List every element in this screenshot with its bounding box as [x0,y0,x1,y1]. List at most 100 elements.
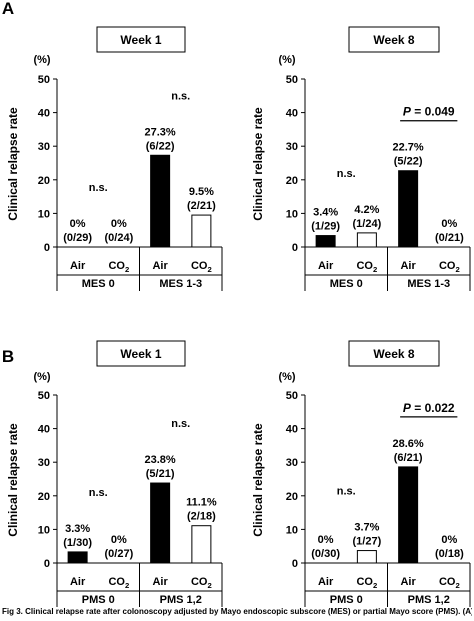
group-label: PMS 0 [82,594,115,606]
significance-label: n.s. [89,182,108,194]
data-label-percent: 9.5% [189,186,214,198]
significance-label: n.s. [171,418,190,430]
panel-letter: B [2,347,14,366]
bar-air [315,235,336,248]
y-tick-label: 30 [286,141,298,153]
data-label-count: (2/18) [187,511,216,523]
bar-co2 [356,550,377,564]
y-axis-label: Clinical relapse rate [251,423,265,537]
category-label: CO2 [356,576,377,590]
category-label: Air [152,576,168,588]
panel-title-box [96,26,186,53]
y-tick-label: 20 [38,175,50,187]
group-label: MES 0 [330,278,363,290]
significance-label: n.s. [89,487,108,499]
y-tick-label: 40 [286,424,298,436]
category-label: CO2 [108,260,129,274]
category-label: Air [152,260,168,272]
data-label-percent: 3.3% [65,523,90,535]
data-label-count: (5/21) [146,468,175,480]
data-label-count: (1/24) [353,218,382,230]
category-label: Air [400,576,416,588]
y-tick-label: 0 [292,558,298,570]
figure-caption: Fig 3. Clinical relapse rate after colon… [2,607,472,616]
y-tick-label: 40 [38,424,50,436]
group-label: MES 1-3 [407,278,450,290]
data-label-percent: 23.8% [145,454,176,466]
category-label: CO2 [439,576,460,590]
data-label-percent: 0% [318,534,334,546]
data-label-count: (1/29) [311,221,340,233]
y-tick-label: 0 [44,242,50,254]
category-label: CO2 [108,576,129,590]
group-label: PMS 1,2 [408,594,450,606]
y-tick-label: 50 [38,74,50,86]
group-label: MES 0 [82,278,115,290]
group-label: PMS 0 [330,594,363,606]
y-tick-label: 20 [286,175,298,187]
y-axis-label: Clinical relapse rate [251,107,265,221]
y-unit: (%) [278,54,295,66]
data-label-percent: 0% [111,218,127,230]
group-label: MES 1-3 [159,278,202,290]
data-label-count: (0/24) [105,232,134,244]
data-label-count: (1/30) [63,537,92,549]
y-unit: (%) [33,371,50,383]
category-label: CO2 [356,260,377,274]
data-label-count: (6/22) [146,140,175,152]
y-tick-label: 40 [38,108,50,120]
panel-title: Week 8 [373,347,414,361]
category-label: CO2 [439,260,460,274]
data-label-percent: 0% [441,534,457,546]
data-label-count: (5/22) [394,156,423,168]
panel-title-box [348,26,440,53]
category-label: Air [318,260,334,272]
y-tick-label: 10 [38,208,50,220]
panel-title: Week 1 [120,33,161,47]
y-tick-label: 30 [38,457,50,469]
data-label-percent: 4.2% [354,204,379,216]
category-label: Air [400,260,416,272]
panel-title: Week 8 [373,33,414,47]
category-label: Air [318,576,334,588]
bar-air [67,551,88,564]
panel-letter: A [2,0,14,18]
data-label-percent: 0% [111,534,127,546]
y-tick-label: 10 [286,208,298,220]
y-tick-label: 10 [286,524,298,536]
significance-label: P = 0.022 [403,401,455,415]
y-tick-label: 40 [286,108,298,120]
panel-title-box [348,340,440,367]
y-axis-label: Clinical relapse rate [6,423,20,537]
bar-air [150,154,171,248]
data-label-count: (6/21) [394,452,423,464]
data-label-count: (0/29) [63,232,92,244]
y-tick-label: 30 [38,141,50,153]
bar-air [398,466,419,564]
y-tick-label: 50 [286,74,298,86]
significance-label: P = 0.049 [403,105,455,119]
data-label-count: (0/18) [435,548,464,560]
bar-co2 [191,525,212,564]
data-label-percent: 0% [70,218,86,230]
data-label-percent: 3.7% [354,522,379,534]
bar-air [398,170,419,248]
significance-label: n.s. [337,486,356,498]
category-label: CO2 [191,260,212,274]
y-tick-label: 30 [286,457,298,469]
data-label-count: (2/21) [187,200,216,212]
data-label-percent: 22.7% [393,142,424,154]
bar-co2 [191,214,212,248]
data-label-count: (0/27) [105,548,134,560]
y-axis-label: Clinical relapse rate [6,107,20,221]
group-label: PMS 1,2 [160,594,202,606]
data-label-percent: 3.4% [313,207,338,219]
significance-label: n.s. [171,90,190,102]
y-tick-label: 20 [38,491,50,503]
data-label-count: (0/21) [435,232,464,244]
bar-co2 [356,232,377,248]
category-label: CO2 [191,576,212,590]
data-label-count: (0/30) [311,548,340,560]
y-tick-label: 0 [292,242,298,254]
